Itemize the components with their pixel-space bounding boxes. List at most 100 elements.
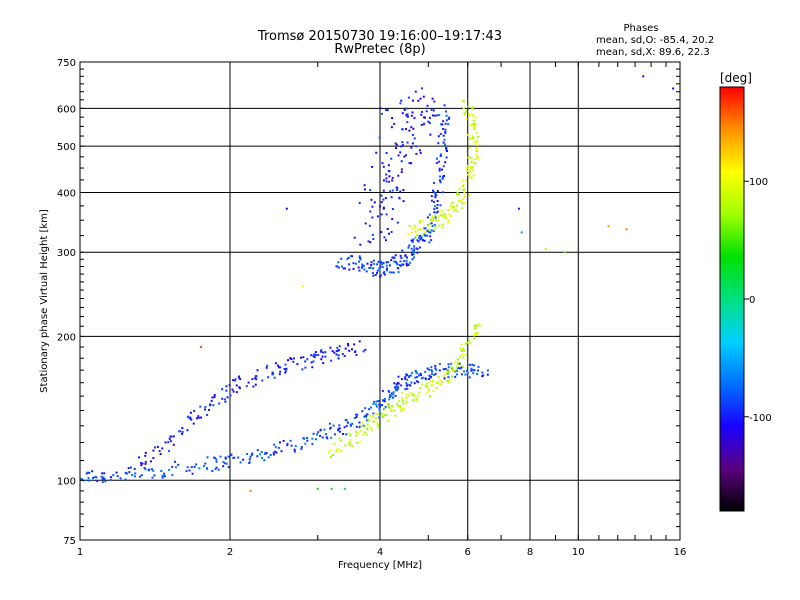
scatter-point (383, 400, 386, 403)
scatter-point (415, 400, 418, 402)
scatter-point (381, 412, 383, 415)
scatter-point (161, 475, 164, 478)
scatter-point (338, 345, 341, 348)
scatter-point (406, 121, 409, 124)
scatter-point (378, 409, 381, 412)
scatter-point (403, 108, 406, 111)
scatter-point (171, 474, 174, 477)
scatter-point (430, 375, 433, 378)
scatter-point (442, 120, 445, 123)
scatter-point (301, 285, 304, 287)
scatter-point (343, 355, 346, 357)
scatter-point (424, 370, 427, 373)
scatter-point (477, 323, 480, 326)
scatter-point (356, 441, 359, 444)
scatter-point (413, 224, 416, 227)
scatter-point (463, 195, 466, 198)
scatter-point (414, 226, 417, 229)
scatter-point (401, 397, 404, 400)
scatter-point (361, 265, 364, 268)
scatter-point (358, 440, 361, 443)
scatter-point (436, 200, 439, 202)
scatter-point (293, 448, 296, 451)
scatter-point (425, 384, 427, 387)
scatter-point (359, 425, 362, 428)
scatter-point (354, 434, 357, 437)
scatter-point (467, 105, 470, 108)
scatter-point (313, 353, 316, 356)
scatter-point (363, 188, 366, 191)
scatter-point (336, 265, 339, 268)
scatter-point (319, 434, 322, 437)
scatter-point (447, 363, 450, 366)
scatter-point (395, 389, 398, 392)
scatter-point (397, 386, 400, 389)
scatter-point (385, 239, 387, 242)
scatter-point (189, 411, 192, 414)
scatter-point (405, 107, 408, 110)
scatter-point (139, 475, 141, 478)
scatter-point (259, 453, 262, 456)
scatter-point (370, 406, 372, 409)
scatter-point (406, 264, 408, 267)
scatter-point (369, 189, 372, 192)
scatter-point (204, 408, 206, 411)
scatter-point (435, 211, 438, 214)
scatter-point (444, 143, 447, 146)
scatter-point (642, 75, 645, 78)
scatter-point (385, 267, 388, 270)
scatter-point (326, 437, 329, 440)
scatter-point (384, 408, 386, 411)
scatter-point (358, 201, 361, 204)
scatter-point (370, 428, 373, 431)
scatter-point (471, 135, 474, 138)
scatter-point (423, 239, 426, 242)
scatter-point (477, 135, 480, 138)
scatter-point (267, 376, 270, 379)
scatter-point (383, 236, 386, 239)
scatter-point (357, 432, 360, 435)
scatter-point (438, 169, 441, 172)
scatter-point (414, 376, 417, 379)
scatter-point (345, 433, 348, 436)
scatter-point (419, 234, 422, 237)
scatter-point (429, 235, 432, 238)
scatter-point (333, 433, 336, 436)
scatter-point (472, 174, 475, 177)
scatter-point (86, 471, 89, 474)
scatter-point (416, 228, 419, 231)
scatter-point (338, 437, 341, 440)
scatter-point (395, 147, 397, 150)
scatter-point (330, 436, 333, 439)
scatter-point (460, 349, 463, 352)
scatter-point (381, 415, 384, 418)
scatter-point (400, 171, 403, 174)
scatter-point (421, 234, 424, 237)
scatter-point (261, 456, 263, 459)
y-tick-label: 75 (63, 536, 76, 547)
scatter-point (433, 373, 436, 376)
scatter-point (451, 375, 453, 378)
scatter-point (222, 465, 225, 468)
scatter-point (364, 414, 367, 417)
scatter-point (366, 428, 369, 430)
scatter-point (102, 476, 105, 479)
scatter-point (388, 180, 391, 183)
scatter-point (362, 424, 365, 427)
scatter-point (380, 261, 383, 264)
scatter-point (425, 392, 428, 395)
colorbar-ticks: 100 0 -100 (744, 177, 772, 424)
scatter-point (380, 231, 383, 234)
scatter-point (156, 445, 159, 448)
scatter-point (461, 353, 464, 356)
scatter-point (397, 375, 400, 378)
scatter-point (450, 215, 452, 218)
scatter-point (464, 342, 467, 345)
scatter-point (418, 391, 421, 394)
scatter-point (292, 360, 295, 363)
scatter-point (476, 331, 479, 334)
scatter-point (255, 378, 258, 381)
scatter-point (198, 416, 201, 419)
scatter-point (164, 441, 167, 444)
scatter-point (192, 422, 195, 425)
